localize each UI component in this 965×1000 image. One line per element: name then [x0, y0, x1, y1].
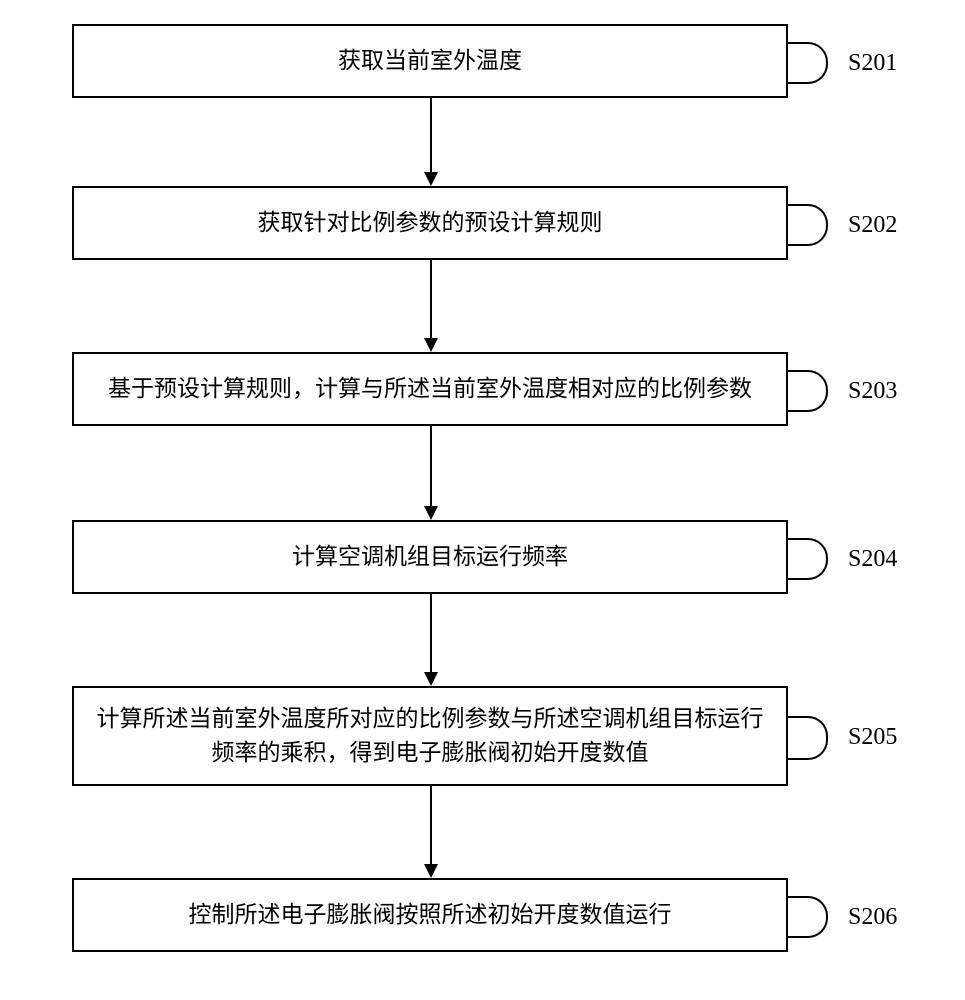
arrow	[430, 594, 432, 684]
flowchart-container: 获取当前室外温度 S201 获取针对比例参数的预设计算规则 S202 基于预设计…	[0, 0, 965, 1000]
step-text: 获取针对比例参数的预设计算规则	[258, 206, 603, 241]
step-box-s202: 获取针对比例参数的预设计算规则	[72, 186, 788, 260]
step-box-s201: 获取当前室外温度	[72, 24, 788, 98]
step-label-s202: S202	[848, 212, 897, 239]
arrow	[430, 786, 432, 876]
arrow	[430, 98, 432, 184]
step-text: 控制所述电子膨胀阀按照所述初始开度数值运行	[189, 898, 672, 933]
label-connector	[788, 204, 828, 246]
label-connector	[788, 538, 828, 580]
label-connector	[788, 716, 828, 760]
label-connector	[788, 896, 828, 938]
step-box-s203: 基于预设计算规则，计算与所述当前室外温度相对应的比例参数	[72, 352, 788, 426]
step-box-s204: 计算空调机组目标运行频率	[72, 520, 788, 594]
arrow	[430, 260, 432, 350]
step-label-s206: S206	[848, 904, 897, 931]
step-text: 基于预设计算规则，计算与所述当前室外温度相对应的比例参数	[108, 372, 752, 407]
label-connector	[788, 42, 828, 84]
step-box-s205: 计算所述当前室外温度所对应的比例参数与所述空调机组目标运行频率的乘积，得到电子膨…	[72, 686, 788, 786]
step-box-s206: 控制所述电子膨胀阀按照所述初始开度数值运行	[72, 878, 788, 952]
step-label-s205: S205	[848, 724, 897, 751]
step-text: 计算所述当前室外温度所对应的比例参数与所述空调机组目标运行频率的乘积，得到电子膨…	[90, 702, 770, 771]
step-label-s204: S204	[848, 546, 897, 573]
step-text: 获取当前室外温度	[338, 44, 522, 79]
arrow	[430, 426, 432, 518]
step-label-s201: S201	[848, 50, 897, 77]
step-label-s203: S203	[848, 378, 897, 405]
label-connector	[788, 370, 828, 412]
step-text: 计算空调机组目标运行频率	[292, 540, 568, 575]
